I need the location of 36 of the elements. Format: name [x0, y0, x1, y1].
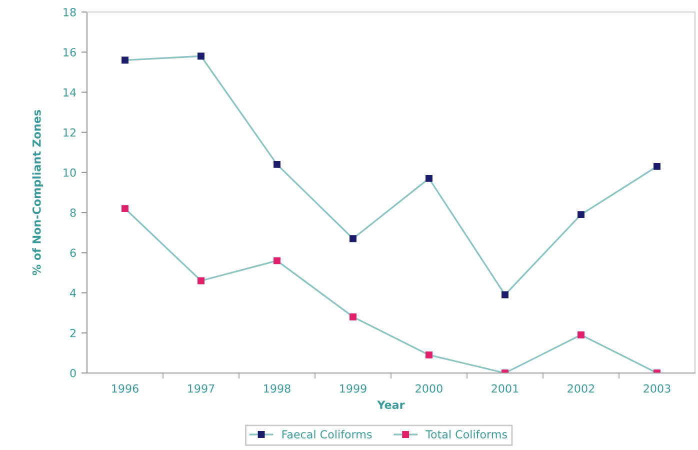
point — [350, 313, 356, 320]
x-axis-title: Year — [377, 400, 405, 410]
x-tick-label: 1997 — [188, 384, 214, 393]
point — [198, 277, 204, 284]
y-tick-label: 2 — [70, 328, 76, 338]
point — [274, 160, 280, 168]
x-tick-label: 2002 — [568, 384, 594, 393]
y-tick-label: 14 — [64, 88, 76, 96]
y-tick-label: 18 — [64, 8, 76, 16]
point — [122, 205, 128, 212]
point — [198, 52, 204, 60]
y-tick-label: 12 — [64, 128, 76, 137]
y-tick-label: 4 — [70, 288, 76, 297]
point — [578, 331, 584, 338]
x-tick-label: 1999 — [340, 384, 366, 393]
point — [502, 291, 508, 298]
y-tick-label: 0 — [70, 368, 76, 378]
point — [654, 162, 660, 170]
x-tick-label: 2003 — [644, 384, 670, 393]
y-tick-label: 16 — [64, 48, 76, 56]
point — [426, 174, 432, 182]
x-tick-label: 2001 — [492, 384, 518, 393]
legend-label: Total Coliforms — [426, 430, 507, 439]
point — [350, 235, 356, 242]
point — [274, 257, 280, 264]
x-tick-label: 2000 — [416, 384, 442, 393]
point — [578, 211, 584, 218]
y-tick-label: 6 — [70, 248, 76, 258]
x-tick-label: 1998 — [264, 384, 290, 393]
y-tick-label: 8 — [70, 208, 76, 217]
point — [122, 56, 128, 64]
y-axis-title: % of Non-Compliant Zones — [32, 110, 43, 276]
legend-label: Faecal Coliforms — [282, 430, 372, 439]
y-tick-label: 10 — [64, 168, 76, 177]
point — [426, 351, 432, 358]
x-tick-label: 1996 — [112, 384, 138, 393]
